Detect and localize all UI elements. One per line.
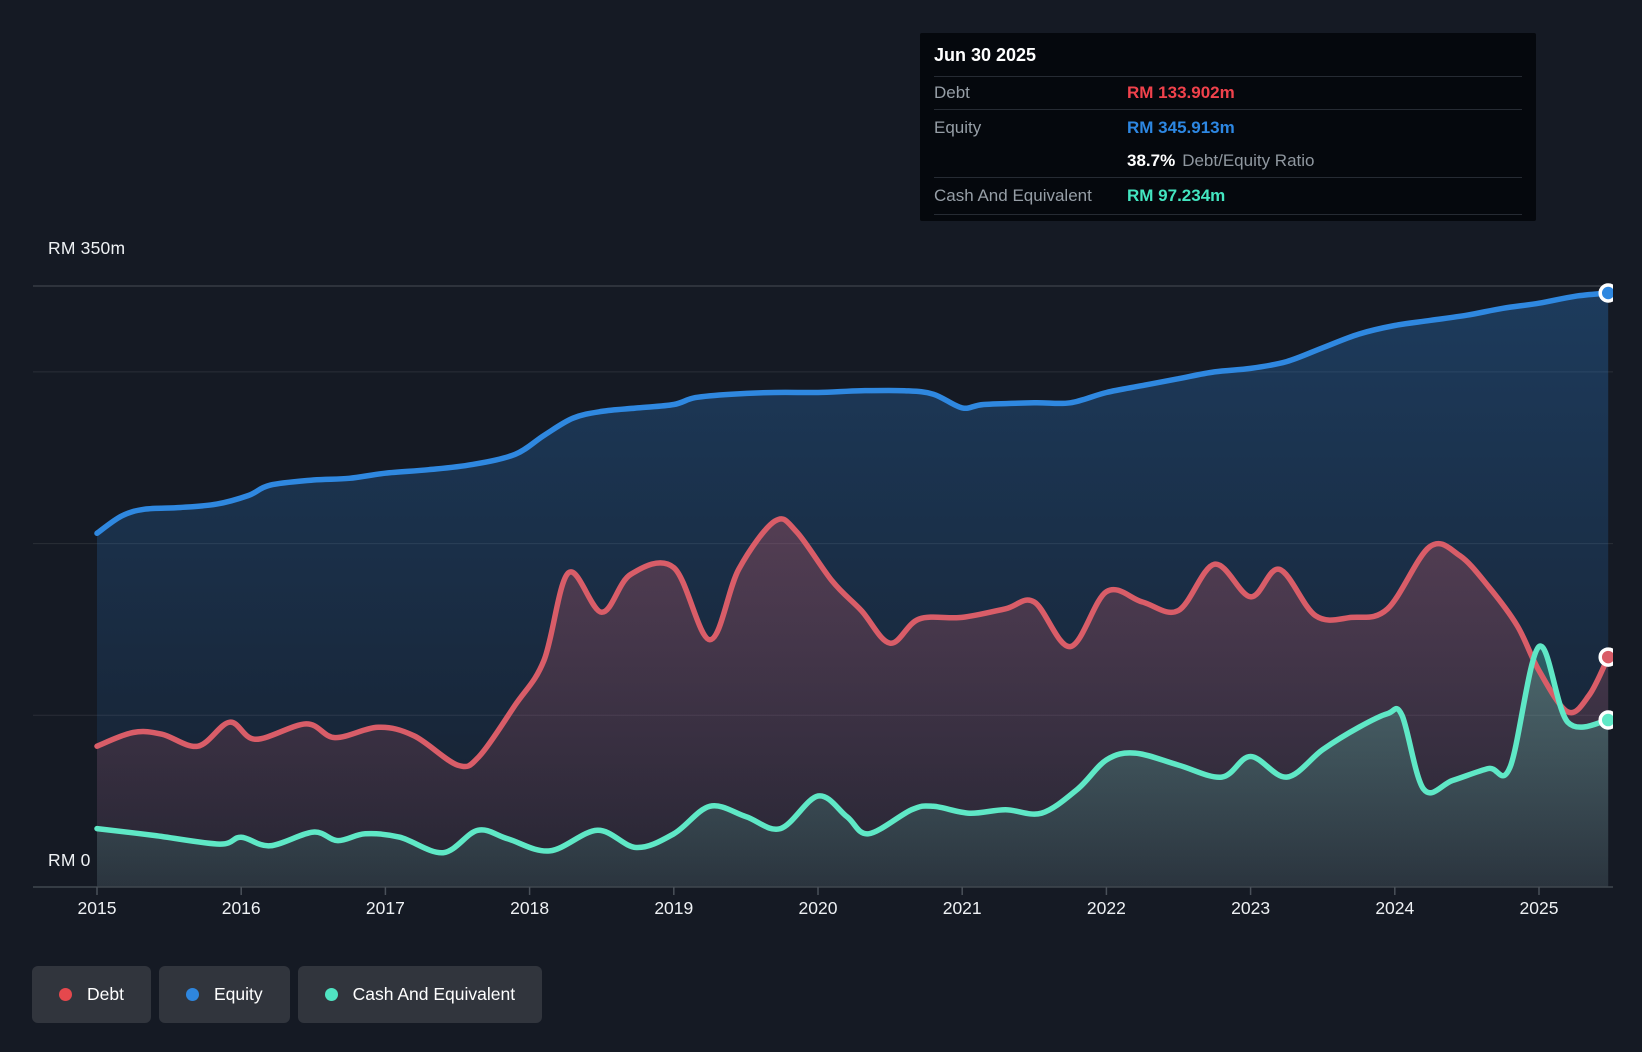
y-axis-label-350m: RM 350m <box>48 238 125 259</box>
tooltip: Jun 30 2025 Debt RM 133.902m Equity RM 3… <box>920 33 1536 221</box>
debt-equity-chart: RM 350m RM 0 2015 2016 2017 2018 2019 2020 202… <box>0 0 1642 1052</box>
tooltip-equity-label: Equity <box>934 118 1127 138</box>
equity-end-marker <box>1600 285 1616 301</box>
legend-label: Equity <box>214 984 263 1005</box>
legend-dot-cash-and-equivalent <box>325 988 338 1001</box>
tooltip-row-cash: Cash And Equivalent RM 97.234m <box>934 178 1522 215</box>
x-axis-label-2019: 2019 <box>654 898 693 919</box>
legend-item-debt[interactable]: Debt <box>32 966 151 1023</box>
legend-item-equity[interactable]: Equity <box>159 966 290 1023</box>
legend-label: Debt <box>87 984 124 1005</box>
x-axis-label-2023: 2023 <box>1231 898 1270 919</box>
tooltip-row-debt: Debt RM 133.902m <box>934 77 1522 110</box>
legend-dot-equity <box>186 988 199 1001</box>
tooltip-debt-value: RM 133.902m <box>1127 83 1235 103</box>
tooltip-cash-label: Cash And Equivalent <box>934 186 1127 206</box>
x-axis-label-2024: 2024 <box>1375 898 1414 919</box>
tooltip-cash-value: RM 97.234m <box>1127 186 1225 206</box>
x-axis-label-2021: 2021 <box>943 898 982 919</box>
x-axis-label-2017: 2017 <box>366 898 405 919</box>
x-axis-label-2015: 2015 <box>78 898 117 919</box>
x-axis-label-2022: 2022 <box>1087 898 1126 919</box>
tooltip-ratio-label: Debt/Equity Ratio <box>1182 151 1314 171</box>
tooltip-debt-label: Debt <box>934 83 1127 103</box>
x-axis-label-2025: 2025 <box>1520 898 1559 919</box>
tooltip-equity-value: RM 345.913m <box>1127 118 1235 138</box>
chart-legend: Debt Equity Cash And Equivalent <box>32 966 542 1023</box>
legend-dot-debt <box>59 988 72 1001</box>
x-axis-label-2020: 2020 <box>799 898 838 919</box>
y-axis-label-0: RM 0 <box>48 850 91 871</box>
tooltip-ratio-value: 38.7% <box>1127 151 1175 171</box>
tooltip-row-ratio: 38.7% Debt/Equity Ratio <box>934 144 1522 178</box>
legend-item-cash-and-equivalent[interactable]: Cash And Equivalent <box>298 966 542 1023</box>
x-axis-label-2018: 2018 <box>510 898 549 919</box>
tooltip-date: Jun 30 2025 <box>934 33 1522 77</box>
debt-end-marker <box>1600 649 1616 665</box>
legend-label: Cash And Equivalent <box>353 984 515 1005</box>
x-axis-label-2016: 2016 <box>222 898 261 919</box>
tooltip-row-equity: Equity RM 345.913m <box>934 110 1522 144</box>
cash-and-equivalent-end-marker <box>1600 712 1616 728</box>
